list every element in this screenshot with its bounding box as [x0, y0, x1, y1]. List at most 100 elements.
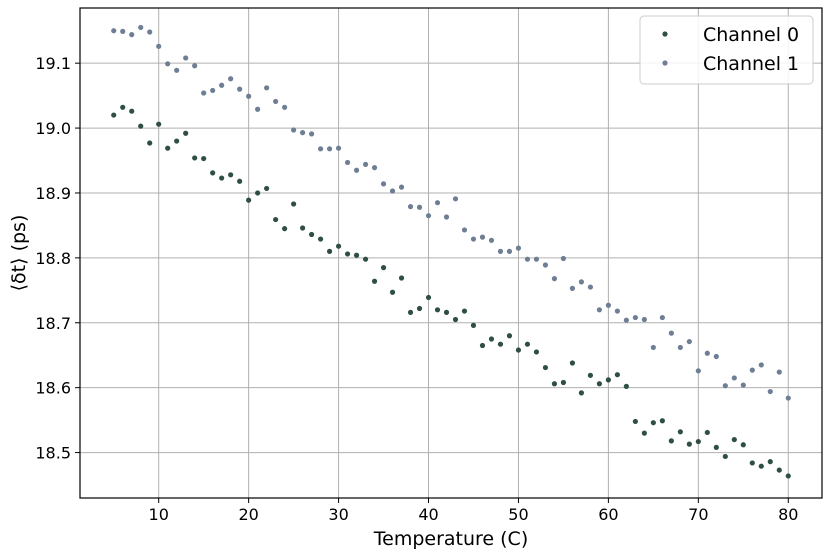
data-point-channel-1: [291, 127, 297, 133]
x-tick-label: 70: [688, 505, 708, 524]
data-point-channel-0: [264, 185, 270, 192]
data-point-channel-0: [237, 178, 243, 184]
x-axis-label: Temperature (C): [373, 528, 529, 550]
data-point-channel-1: [183, 55, 189, 61]
data-point-channel-1: [479, 234, 486, 240]
data-point-channel-0: [749, 460, 755, 466]
data-point-channel-1: [578, 279, 585, 285]
grid: [80, 8, 822, 498]
data-point-channel-1: [587, 284, 594, 290]
data-point-channel-0: [353, 252, 360, 258]
data-point-channel-1: [326, 146, 333, 152]
data-point-channel-0: [174, 138, 180, 144]
data-point-channel-1: [111, 28, 117, 34]
legend-box: [639, 15, 814, 85]
x-tick-label: 10: [149, 505, 169, 524]
data-point-channel-0: [300, 225, 306, 231]
data-point-channel-1: [300, 130, 306, 136]
y-tick-label: 18.6: [35, 379, 71, 398]
legend-marker-channel-1: [662, 60, 668, 66]
data-point-channel-1: [659, 314, 665, 321]
data-point-channel-1: [542, 262, 549, 268]
data-point-channel-0: [308, 231, 315, 238]
data-point-channel-0: [677, 429, 683, 435]
x-tick-label: 20: [238, 505, 258, 524]
x-tick-label: 80: [778, 505, 798, 524]
data-point-channel-0: [183, 130, 189, 136]
data-point-channel-0: [111, 112, 117, 118]
data-point-channel-1: [722, 383, 728, 389]
data-point-channel-1: [425, 213, 432, 219]
data-point-channel-1: [120, 28, 126, 34]
data-point-channel-0: [434, 307, 441, 313]
data-point-channel-0: [713, 444, 719, 450]
data-point-channel-0: [138, 123, 144, 129]
y-axis-label: ⟨δt⟩ (ps): [8, 215, 30, 292]
x-tick-label: 30: [328, 505, 348, 524]
x-tick-label: 50: [508, 505, 528, 524]
data-point-channel-0: [201, 155, 207, 162]
data-point-channel-1: [344, 159, 351, 166]
data-point-channel-1: [695, 368, 701, 374]
y-tick-label: 18.7: [35, 314, 71, 333]
data-point-channel-1: [129, 32, 135, 38]
data-point-channel-1: [623, 317, 629, 323]
data-point-channel-1: [641, 316, 647, 323]
y-tick-label: 19.1: [35, 54, 71, 73]
data-point-channel-0: [425, 294, 432, 301]
data-point-channel-0: [767, 459, 773, 465]
data-point-channel-0: [291, 201, 297, 207]
data-point-channel-1: [443, 214, 450, 220]
data-point-channel-1: [174, 67, 180, 73]
data-point-channel-1: [156, 43, 162, 49]
data-point-channel-1: [740, 382, 746, 388]
data-point-channel-0: [650, 420, 656, 426]
data-point-channel-1: [335, 145, 342, 151]
data-point-channel-1: [147, 29, 153, 35]
data-point-channel-0: [210, 170, 216, 176]
data-point-channel-1: [317, 146, 324, 152]
data-point-channel-1: [686, 338, 692, 345]
data-point-channel-0: [219, 175, 225, 181]
data-point-channel-0: [371, 278, 378, 284]
series-channel-1: [111, 24, 791, 401]
data-point-channel-1: [704, 350, 710, 356]
data-point-channel-1: [569, 285, 576, 291]
data-point-channel-1: [758, 362, 764, 368]
data-point-channel-0: [443, 309, 450, 315]
x-tick-label: 60: [598, 505, 618, 524]
data-point-channel-0: [488, 336, 495, 342]
data-point-channel-1: [219, 82, 225, 88]
data-point-channel-1: [264, 85, 270, 91]
data-point-channel-1: [246, 93, 252, 99]
data-point-channel-0: [407, 309, 414, 315]
data-point-channel-1: [776, 369, 782, 375]
data-point-channel-0: [120, 104, 126, 110]
x-tick-label: 40: [418, 505, 438, 524]
data-point-channel-1: [533, 256, 540, 262]
data-point-channel-0: [686, 441, 692, 447]
data-point-channel-1: [461, 227, 468, 233]
data-point-channel-0: [785, 473, 791, 479]
data-point-channel-0: [273, 216, 279, 223]
data-point-channel-1: [434, 200, 441, 206]
data-point-channel-1: [524, 256, 531, 262]
data-point-channel-0: [317, 236, 324, 242]
data-point-channel-1: [731, 375, 737, 381]
data-point-channel-0: [533, 349, 540, 355]
data-point-channel-0: [731, 436, 737, 443]
data-point-channel-0: [497, 341, 504, 347]
data-point-channel-0: [398, 275, 405, 281]
data-point-channel-0: [147, 140, 153, 146]
data-point-channel-1: [228, 76, 234, 82]
data-point-channel-0: [246, 197, 252, 203]
data-point-channel-1: [497, 248, 504, 254]
data-point-channel-0: [614, 372, 620, 378]
data-point-channel-1: [677, 344, 683, 351]
data-point-channel-0: [335, 243, 342, 249]
data-point-channel-0: [560, 379, 567, 386]
legend-label-channel-0: Channel 0: [703, 24, 799, 46]
data-point-channel-0: [479, 342, 486, 349]
data-point-channel-0: [776, 467, 782, 473]
